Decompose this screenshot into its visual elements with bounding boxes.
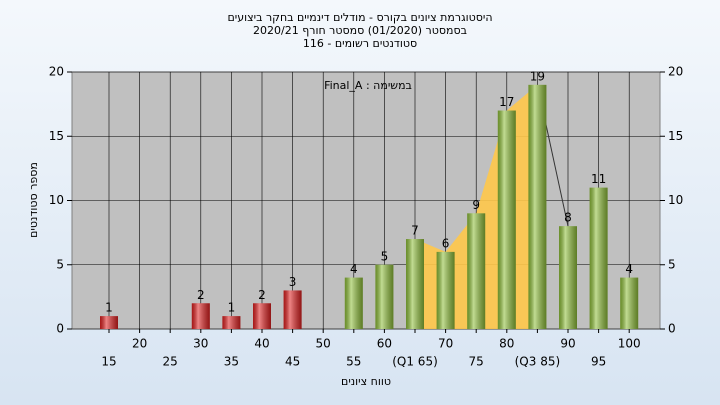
x-tick-label: 95 (591, 355, 606, 369)
bar-shine (100, 316, 118, 329)
x-tick-label: 75 (469, 355, 484, 369)
x-tick-label: 45 (285, 355, 300, 369)
y-tick-label: 5 (56, 257, 64, 271)
x-tick-label: 15 (101, 355, 116, 369)
x-tick-label: 25 (163, 355, 178, 369)
data-label: 2 (197, 288, 205, 302)
x-tick-label: 90 (560, 337, 575, 351)
bar-shine (253, 303, 271, 329)
y-tick-label: 10 (668, 193, 683, 207)
bar-shine (222, 316, 241, 329)
data-label: 17 (499, 95, 514, 109)
x-tick-label: (Q3 85) (515, 355, 561, 369)
data-label: 2 (258, 288, 266, 302)
x-tick-label: 20 (132, 337, 147, 351)
data-label: 6 (442, 236, 450, 250)
data-label: 7 (411, 224, 419, 238)
y-tick-label: 15 (668, 129, 683, 143)
x-tick-label: 35 (224, 355, 239, 369)
data-label: 9 (472, 198, 480, 212)
x-tick-label: 70 (438, 337, 453, 351)
data-label: 3 (289, 275, 297, 289)
x-tick-label: 40 (254, 337, 269, 351)
x-tick-label: 50 (316, 337, 331, 351)
bar-shine (559, 226, 577, 329)
x-tick-label: 100 (618, 337, 641, 351)
chart-subtitle: בסמסטר (01/2020) סמסטר חורף 2020/21 (253, 24, 467, 37)
bar-shine (375, 264, 394, 329)
x-tick-label: 80 (499, 337, 514, 351)
data-label: 8 (564, 211, 572, 225)
data-label: 4 (625, 262, 633, 276)
data-label: 19 (530, 69, 545, 83)
data-label: 1 (228, 301, 236, 315)
y-tick-label: 20 (49, 65, 64, 79)
y-tick-label: 15 (49, 129, 64, 143)
data-label: 4 (350, 262, 358, 276)
bar-shine (528, 84, 547, 329)
y-axis-label: מספר סטודנטים (27, 162, 40, 238)
data-label: 1 (105, 301, 113, 315)
annotation: Final_A : במשימה (324, 79, 412, 92)
y-tick-label: 5 (668, 257, 676, 271)
y-tick-label: 0 (668, 322, 676, 336)
bar-shine (589, 187, 608, 329)
x-axis-label: טווח ציונים (341, 375, 391, 388)
y-tick-label: 0 (56, 322, 64, 336)
x-tick-label: 60 (377, 337, 392, 351)
bar-shine (406, 239, 424, 329)
bar-shine (620, 277, 639, 329)
data-label: 11 (591, 172, 606, 186)
bar-shine (436, 251, 455, 329)
bar-shine (191, 303, 210, 329)
x-tick-label: 30 (193, 337, 208, 351)
chart-subtitle: סטודנטים רשומים - 116 (303, 37, 417, 50)
bar-shine (283, 290, 302, 329)
y-tick-label: 20 (668, 65, 683, 79)
data-label: 5 (381, 249, 389, 263)
x-tick-label: (Q1 65) (392, 355, 438, 369)
bar-shine (344, 277, 363, 329)
bar-shine (497, 110, 516, 329)
bar-shine (467, 213, 486, 329)
chart-title: היסטוגרמת ציונים בקורס - מודלים דינמיים … (227, 11, 492, 24)
x-tick-label: 55 (346, 355, 361, 369)
y-tick-label: 10 (49, 193, 64, 207)
